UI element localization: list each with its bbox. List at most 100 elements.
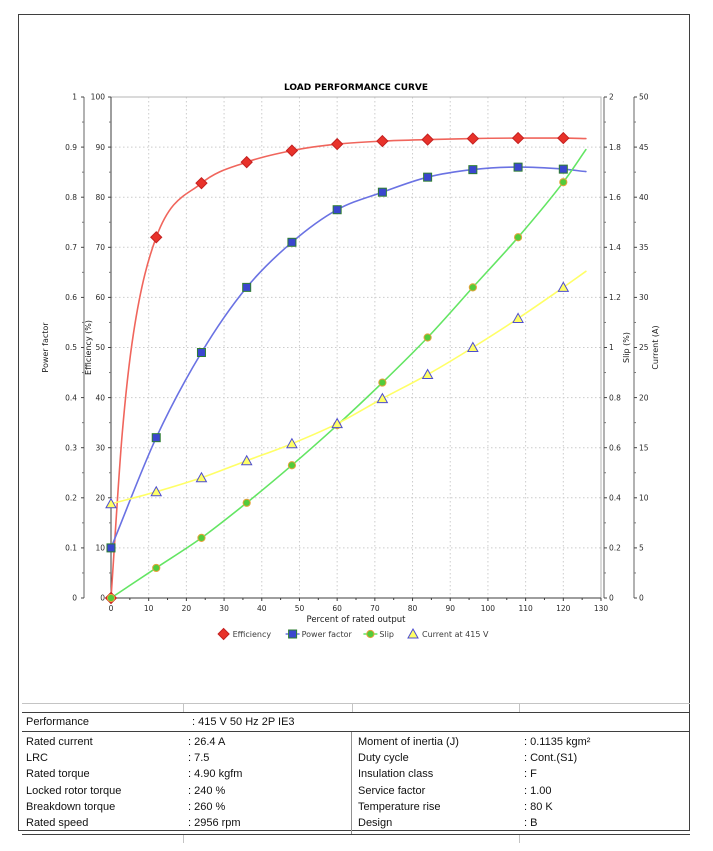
series-markers-cur	[105, 281, 570, 509]
triangle-marker	[150, 485, 163, 497]
spec-value: : 7.5	[188, 752, 210, 765]
legend-item: Slip	[363, 630, 394, 639]
legend-label: Current at 415 V	[422, 630, 489, 639]
spec-value: : 240 %	[188, 784, 226, 797]
spec-label: Service factor	[358, 784, 426, 797]
triangle-marker	[421, 368, 434, 380]
x-tick-label: 100	[481, 604, 496, 613]
table-bottom-strip	[22, 835, 690, 844]
spec-table-left-column: Rated current : 26.4 A LRC : 7.5 Rated t…	[22, 732, 352, 835]
y-tick-label: 0	[609, 594, 614, 603]
legend-label: Slip	[379, 630, 394, 639]
triangle-marker	[195, 471, 208, 483]
diamond-marker	[195, 176, 208, 190]
table-row: Service factor : 1.00	[358, 783, 690, 799]
legend-label: Efficiency	[233, 630, 272, 639]
spec-label: Locked rotor torque	[26, 784, 122, 797]
spec-label: Rated torque	[26, 768, 90, 781]
x-axis: 0 10 20 30 40 50 60 70 80 90 100 110 120 130	[109, 597, 609, 613]
table-row: Locked rotor torque : 240 %	[26, 783, 351, 799]
table-row: Insulation class : F	[358, 766, 690, 782]
y-tick-label: 0.6	[65, 293, 77, 302]
y-tick-label: 0.8	[609, 393, 621, 402]
circle-marker	[513, 233, 523, 242]
x-tick-label: 50	[295, 604, 305, 613]
y-tick-label: 0.6	[609, 443, 621, 452]
spec-value: : 260 %	[188, 800, 226, 813]
diamond-marker	[511, 131, 525, 145]
spec-label: Temperature rise	[358, 800, 441, 813]
table-row: Rated torque : 4.90 kgfm	[26, 766, 351, 782]
x-tick-label: 80	[408, 604, 418, 613]
y-tick-label: 15	[639, 443, 649, 452]
spec-label: Insulation class	[358, 768, 434, 781]
x-tick-label: 110	[518, 604, 533, 613]
y-tick-label: 45	[639, 143, 649, 152]
performance-value: : 415 V 50 Hz 2P IE3	[192, 716, 295, 728]
table-row: Design : B	[358, 815, 690, 831]
circle-marker	[468, 283, 477, 292]
y-tick-label: 0.2	[609, 544, 621, 553]
diamond-marker	[217, 627, 230, 641]
spec-value: : 26.4 A	[188, 736, 226, 748]
table-top-strip	[22, 703, 690, 712]
y-tick-label: 1.4	[609, 243, 621, 252]
y-tick-label: 20	[95, 494, 105, 503]
diamond-marker	[150, 231, 163, 244]
triangle-marker	[376, 392, 389, 404]
table-row: Temperature rise : 80 K	[358, 799, 690, 815]
x-axis-label: Percent of rated output	[307, 615, 407, 625]
y-tick-label: 0.3	[65, 443, 77, 452]
x-tick-label: 70	[370, 604, 380, 613]
square-marker	[558, 164, 568, 174]
spec-label: Rated current	[26, 736, 93, 748]
page-border	[18, 14, 690, 831]
y-tick-label: 0.9	[65, 143, 77, 152]
y-axis-eff: 0 10 20 30 40 50 60 70 80 90 100 Efficiency (%)	[84, 93, 112, 603]
triangle-marker	[240, 454, 253, 466]
diamond-marker	[557, 131, 570, 145]
y-tick-label: 60	[95, 293, 105, 302]
y-tick-label: 10	[95, 544, 105, 553]
square-marker	[287, 237, 297, 247]
y-tick-label: 25	[639, 343, 649, 352]
y-tick-label: 5	[639, 544, 644, 553]
y-tick-label: 0	[72, 594, 77, 603]
y-tick-label: 0.1	[65, 544, 77, 553]
spec-value: : 1.00	[524, 784, 552, 797]
x-tick-label: 130	[594, 604, 609, 613]
spec-value: : 4.90 kgfm	[188, 768, 243, 781]
y-tick-label: 0.4	[609, 494, 621, 503]
spec-value: : Cont.(S1)	[524, 752, 578, 765]
spec-table-body: Rated current : 26.4 A LRC : 7.5 Rated t…	[22, 732, 690, 836]
table-row: Moment of inertia (J) : 0.1135 kgm²	[358, 734, 690, 750]
x-tick-label: 40	[257, 604, 267, 613]
y-tick-label: 100	[91, 93, 106, 102]
spec-label: Duty cycle	[358, 752, 409, 765]
y-axis-cur: 0 5 10 15 20 25 30 35 40 45 50 Current (A)	[633, 93, 660, 603]
square-marker	[242, 282, 252, 292]
circle-marker	[197, 533, 206, 542]
y-tick-label: 20	[639, 393, 649, 402]
table-column-separator	[352, 704, 353, 712]
y-tick-label: 1	[72, 93, 77, 102]
y-axis-pf: 0 0.1 0.2 0.3 0.4 0.5 0.6 0.7 0.8 0.9 1 Power facto…	[41, 93, 85, 603]
legend-item: Power factor	[285, 629, 352, 639]
y-tick-label: 1.8	[609, 143, 621, 152]
table-row: Rated current : 26.4 A	[26, 734, 351, 750]
x-tick-label: 20	[182, 604, 192, 613]
spec-table: Performance : 415 V 50 Hz 2P IE3 Rated c…	[22, 703, 690, 844]
triangle-marker	[331, 417, 344, 429]
axis-title-pf: Power factor	[41, 322, 50, 373]
axis-title-eff: Efficiency (%)	[84, 320, 93, 375]
table-row: Rated speed : 2956 rpm	[26, 815, 351, 831]
diamond-marker	[285, 144, 299, 157]
x-tick-label: 0	[109, 604, 114, 613]
table-row: Duty cycle : Cont.(S1)	[358, 750, 690, 766]
square-marker	[423, 172, 433, 182]
spec-label: LRC	[26, 752, 49, 765]
series-line-eff	[110, 137, 587, 599]
y-tick-label: 50	[639, 93, 649, 102]
y-tick-label: 2	[609, 93, 614, 102]
